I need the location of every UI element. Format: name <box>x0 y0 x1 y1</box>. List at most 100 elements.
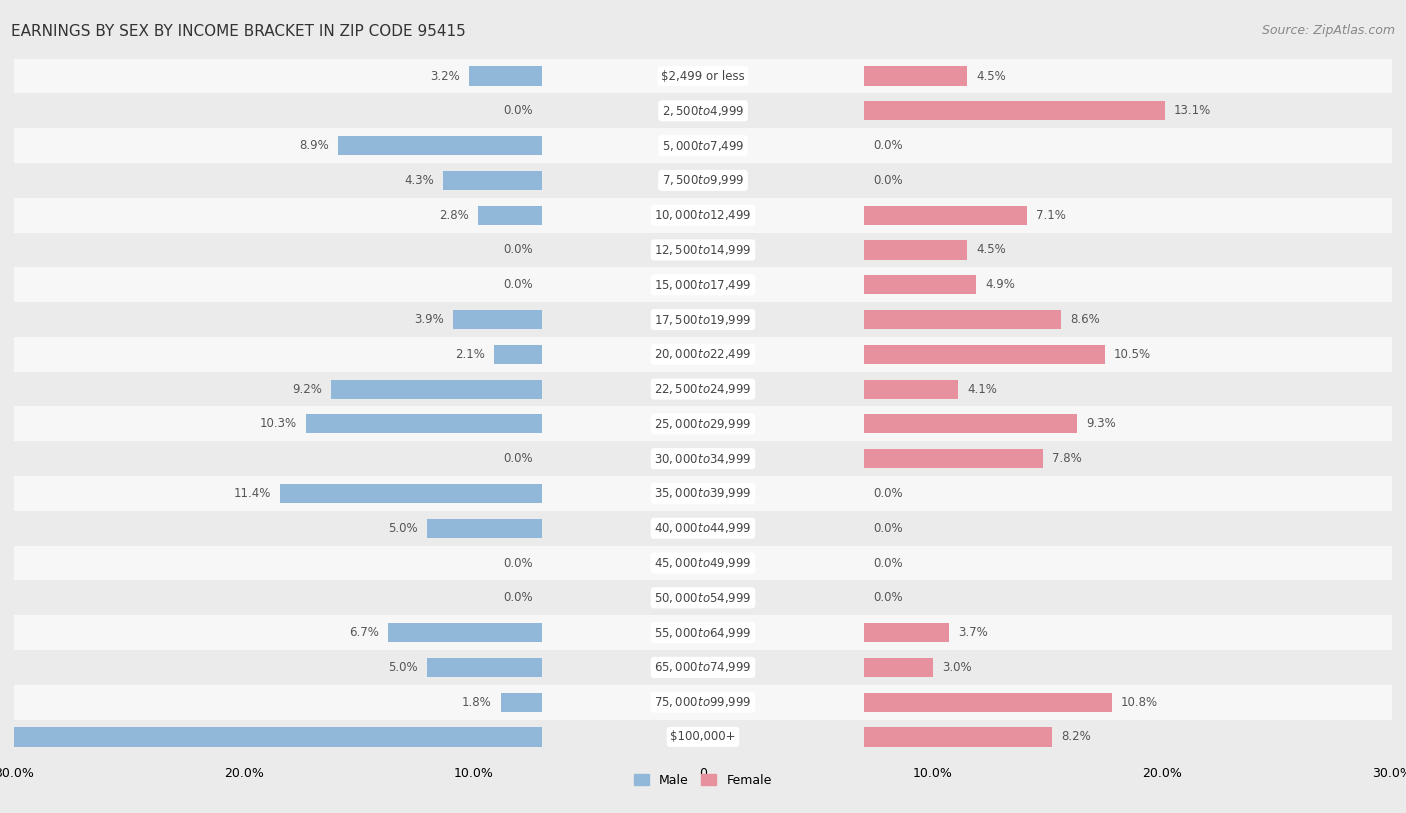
Bar <box>863 415 1077 433</box>
Text: $55,000 to $64,999: $55,000 to $64,999 <box>654 625 752 640</box>
Bar <box>14 615 1392 650</box>
Text: $45,000 to $49,999: $45,000 to $49,999 <box>654 556 752 570</box>
Text: 0.0%: 0.0% <box>873 557 903 570</box>
Text: $2,500 to $4,999: $2,500 to $4,999 <box>662 104 744 118</box>
Text: Source: ZipAtlas.com: Source: ZipAtlas.com <box>1261 24 1395 37</box>
Bar <box>14 476 1392 511</box>
Text: $65,000 to $74,999: $65,000 to $74,999 <box>654 660 752 675</box>
Bar <box>14 198 1392 233</box>
Text: 0.0%: 0.0% <box>873 591 903 604</box>
Bar <box>453 310 543 329</box>
Bar <box>427 658 543 677</box>
Text: 3.9%: 3.9% <box>413 313 443 326</box>
Bar <box>14 267 1392 302</box>
Text: 8.6%: 8.6% <box>1070 313 1099 326</box>
Text: 10.3%: 10.3% <box>259 417 297 430</box>
Bar <box>863 275 976 294</box>
Text: 13.1%: 13.1% <box>1174 104 1211 117</box>
Bar <box>14 93 1392 128</box>
Text: $5,000 to $7,499: $5,000 to $7,499 <box>662 138 744 153</box>
Text: $30,000 to $34,999: $30,000 to $34,999 <box>654 452 752 466</box>
Bar <box>427 519 543 538</box>
Text: 0.0%: 0.0% <box>503 104 533 117</box>
Bar <box>14 302 1392 337</box>
Text: 4.9%: 4.9% <box>986 278 1015 291</box>
Text: 3.2%: 3.2% <box>430 70 460 83</box>
Text: $12,500 to $14,999: $12,500 to $14,999 <box>654 243 752 257</box>
Bar <box>14 128 1392 163</box>
Bar <box>863 658 932 677</box>
Text: $7,500 to $9,999: $7,500 to $9,999 <box>662 173 744 188</box>
Bar <box>14 546 1392 580</box>
Text: 0.0%: 0.0% <box>503 557 533 570</box>
Text: 4.1%: 4.1% <box>967 383 997 396</box>
Bar <box>388 623 543 642</box>
Bar <box>14 685 1392 720</box>
Text: 3.0%: 3.0% <box>942 661 972 674</box>
Text: 7.1%: 7.1% <box>1036 209 1066 222</box>
Text: 4.3%: 4.3% <box>405 174 434 187</box>
Text: $50,000 to $54,999: $50,000 to $54,999 <box>654 591 752 605</box>
Text: 2.1%: 2.1% <box>456 348 485 361</box>
Bar <box>863 693 1112 711</box>
Bar <box>443 171 543 190</box>
Text: $35,000 to $39,999: $35,000 to $39,999 <box>654 486 752 501</box>
Bar <box>14 650 1392 685</box>
Bar <box>863 310 1062 329</box>
Bar <box>14 337 1392 372</box>
Bar <box>14 163 1392 198</box>
Text: 0.0%: 0.0% <box>503 278 533 291</box>
Bar <box>863 241 967 259</box>
Bar <box>863 67 967 85</box>
Bar <box>501 693 543 711</box>
Text: 10.5%: 10.5% <box>1114 348 1152 361</box>
Text: 9.3%: 9.3% <box>1087 417 1116 430</box>
Text: 1.8%: 1.8% <box>463 696 492 709</box>
Legend: Male, Female: Male, Female <box>630 769 776 792</box>
Bar <box>863 623 949 642</box>
Bar <box>14 580 1392 615</box>
Bar <box>14 372 1392 406</box>
Text: 10.8%: 10.8% <box>1121 696 1159 709</box>
Text: $20,000 to $22,499: $20,000 to $22,499 <box>654 347 752 361</box>
Bar <box>14 720 1392 754</box>
Bar <box>330 380 543 398</box>
Text: 0.0%: 0.0% <box>873 174 903 187</box>
Text: 0.0%: 0.0% <box>873 522 903 535</box>
Text: $17,500 to $19,999: $17,500 to $19,999 <box>654 312 752 327</box>
Bar <box>468 67 543 85</box>
Bar <box>863 345 1105 364</box>
Text: 0.0%: 0.0% <box>503 243 533 256</box>
Text: $40,000 to $44,999: $40,000 to $44,999 <box>654 521 752 535</box>
Text: $25,000 to $29,999: $25,000 to $29,999 <box>654 417 752 431</box>
Bar <box>863 449 1043 468</box>
Text: 8.2%: 8.2% <box>1062 730 1091 743</box>
Text: 0.0%: 0.0% <box>503 591 533 604</box>
Bar <box>863 728 1052 746</box>
Bar <box>478 206 543 224</box>
Text: $22,500 to $24,999: $22,500 to $24,999 <box>654 382 752 396</box>
Text: 4.5%: 4.5% <box>976 70 1007 83</box>
Bar <box>14 511 1392 546</box>
Bar <box>14 59 1392 93</box>
Bar <box>305 415 543 433</box>
Text: 3.7%: 3.7% <box>957 626 987 639</box>
Bar <box>280 484 543 503</box>
Text: 0.0%: 0.0% <box>503 452 533 465</box>
Bar <box>494 345 543 364</box>
Bar <box>863 206 1026 224</box>
Text: 4.5%: 4.5% <box>976 243 1007 256</box>
Text: EARNINGS BY SEX BY INCOME BRACKET IN ZIP CODE 95415: EARNINGS BY SEX BY INCOME BRACKET IN ZIP… <box>11 24 465 39</box>
Bar <box>14 406 1392 441</box>
Bar <box>0 728 543 746</box>
Bar <box>14 441 1392 476</box>
Text: 8.9%: 8.9% <box>299 139 329 152</box>
Text: $10,000 to $12,499: $10,000 to $12,499 <box>654 208 752 222</box>
Text: 6.7%: 6.7% <box>349 626 380 639</box>
Text: $100,000+: $100,000+ <box>671 730 735 743</box>
Text: 5.0%: 5.0% <box>388 522 418 535</box>
Text: $75,000 to $99,999: $75,000 to $99,999 <box>654 695 752 709</box>
Text: 2.8%: 2.8% <box>439 209 468 222</box>
Bar <box>337 136 543 155</box>
Text: 0.0%: 0.0% <box>873 487 903 500</box>
